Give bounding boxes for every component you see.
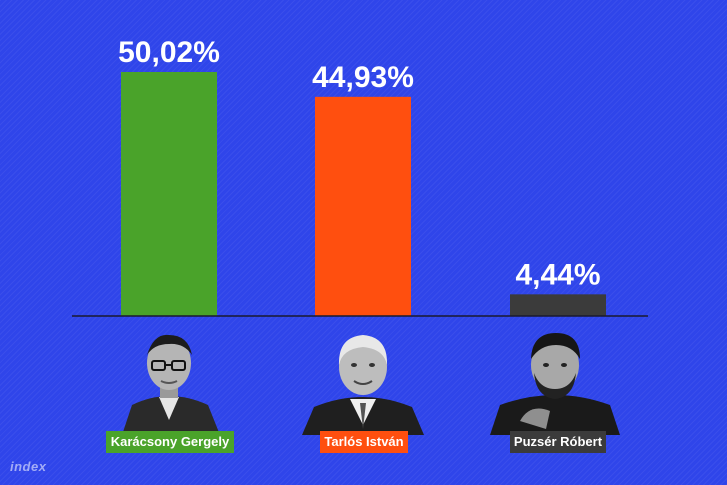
portrait-tarlos-icon: [302, 335, 424, 435]
candidate-label-puzser: Puzsér Róbert: [510, 431, 606, 453]
value-label-2: 44,93%: [312, 61, 414, 94]
value-label-1: 50,02%: [118, 36, 220, 69]
portrait-puzser: [490, 325, 620, 435]
portrait-karacsony-icon: [122, 334, 220, 435]
bar-chart: 50,02% 44,93% 4,44%: [72, 36, 648, 317]
bar-1: [121, 72, 217, 316]
candidate-label-karacsony: Karácsony Gergely: [106, 431, 234, 453]
index-logo: index: [10, 459, 47, 474]
portrait-puzser-icon: [490, 333, 620, 435]
value-label-3: 4,44%: [515, 258, 600, 291]
bars-group: [121, 72, 606, 316]
bar-2: [315, 96, 411, 316]
bar-3: [510, 294, 606, 316]
portrait-tarlos: [298, 325, 428, 435]
portrait-karacsony: [104, 325, 234, 435]
candidate-label-tarlos: Tarlós István: [320, 431, 408, 453]
value-labels-group: 50,02% 44,93% 4,44%: [118, 36, 600, 291]
